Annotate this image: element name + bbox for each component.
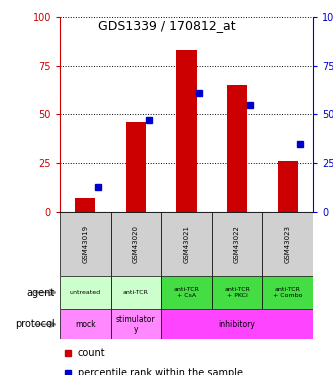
- Text: anti-TCR
+ Combo: anti-TCR + Combo: [273, 287, 302, 298]
- Text: stimulator
y: stimulator y: [116, 315, 156, 334]
- Text: anti-TCR
+ PKCi: anti-TCR + PKCi: [224, 287, 250, 298]
- Bar: [75, 198, 95, 212]
- Bar: [278, 161, 298, 212]
- Text: percentile rank within the sample: percentile rank within the sample: [78, 368, 243, 375]
- Bar: [111, 212, 161, 276]
- Bar: [212, 212, 262, 276]
- Text: agent: agent: [27, 288, 55, 297]
- Text: protocol: protocol: [15, 320, 55, 329]
- Bar: [111, 309, 161, 339]
- Text: GSM43022: GSM43022: [234, 225, 240, 262]
- Bar: [161, 276, 212, 309]
- Bar: [60, 212, 111, 276]
- Text: GSM43023: GSM43023: [285, 225, 291, 263]
- Bar: [161, 309, 313, 339]
- Text: anti-TCR
+ CsA: anti-TCR + CsA: [173, 287, 199, 298]
- Bar: [60, 309, 111, 339]
- Text: untreated: untreated: [70, 290, 101, 295]
- Text: anti-TCR: anti-TCR: [123, 290, 149, 295]
- Text: GSM43019: GSM43019: [82, 225, 88, 263]
- Bar: [126, 122, 146, 212]
- Text: count: count: [78, 348, 105, 357]
- Text: GDS1339 / 170812_at: GDS1339 / 170812_at: [98, 19, 235, 32]
- Text: GSM43021: GSM43021: [183, 225, 189, 263]
- Bar: [262, 276, 313, 309]
- Bar: [212, 276, 262, 309]
- Bar: [176, 50, 196, 212]
- Bar: [227, 85, 247, 212]
- Text: inhibitory: inhibitory: [219, 320, 255, 329]
- Bar: [111, 276, 161, 309]
- Bar: [262, 212, 313, 276]
- Bar: [161, 212, 212, 276]
- Bar: [60, 276, 111, 309]
- Text: mock: mock: [75, 320, 96, 329]
- Text: GSM43020: GSM43020: [133, 225, 139, 263]
